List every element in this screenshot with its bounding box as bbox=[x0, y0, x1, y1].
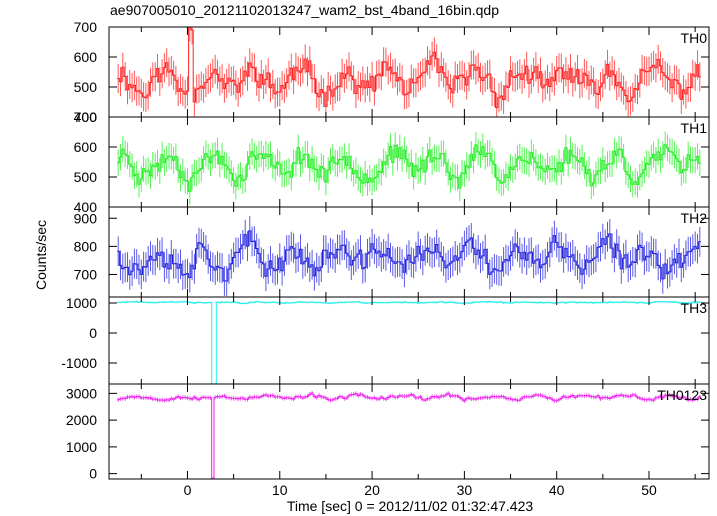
panel-th0123: 0 1000 2000 3000 TH0123 bbox=[66, 383, 710, 482]
series-th0123 bbox=[117, 390, 701, 479]
error-bars-th0 bbox=[117, 27, 701, 117]
panel-name-th0123: TH0123 bbox=[657, 387, 707, 403]
y-tick-label: 900 bbox=[74, 210, 98, 226]
panel-frame bbox=[108, 296, 710, 385]
panel-th2: 700 800 900 TH2 bbox=[74, 206, 710, 298]
y-tick-label: 600 bbox=[74, 139, 98, 155]
panel-th3: -1000 0 1000 TH3 bbox=[61, 295, 710, 385]
chart-title: ae907005010_20121102013247_wam2_bst_4ban… bbox=[110, 2, 499, 18]
y-axis-label: Counts/sec bbox=[33, 220, 49, 290]
error-bars-th1 bbox=[117, 131, 701, 205]
error-bars-th2 bbox=[117, 216, 701, 296]
x-tick-label: 30 bbox=[457, 482, 473, 498]
x-tick-label: 20 bbox=[364, 482, 380, 498]
series-line-th3 bbox=[117, 301, 701, 384]
panel-name-th0: TH0 bbox=[681, 30, 708, 46]
series-th1 bbox=[117, 131, 701, 205]
y-tick-label: 0 bbox=[89, 466, 97, 482]
series-line-th0123 bbox=[117, 392, 701, 479]
y-tick-label: -1000 bbox=[61, 355, 97, 371]
panel-name-th3: TH3 bbox=[681, 300, 708, 316]
y-tick-label: 400 bbox=[74, 109, 98, 125]
error-bars-th3 bbox=[117, 300, 701, 384]
series-line-th1 bbox=[117, 144, 701, 193]
x-axis-label: Time [sec] 0 = 2012/11/02 01:32:47.423 bbox=[287, 498, 534, 514]
y-tick-label: 800 bbox=[74, 238, 98, 254]
y-tick-label: 700 bbox=[74, 267, 98, 283]
panel-frame bbox=[108, 383, 710, 480]
y-tick-label: 600 bbox=[74, 49, 98, 65]
x-tick-label: 10 bbox=[272, 482, 288, 498]
y-tick-label: 400 bbox=[74, 199, 98, 215]
y-tick-label: 1000 bbox=[66, 439, 97, 455]
series-line-th2 bbox=[117, 230, 701, 282]
y-tick-label: 700 bbox=[74, 109, 98, 125]
x-tick-label: 50 bbox=[641, 482, 657, 498]
y-tick-label: 700 bbox=[74, 19, 98, 35]
y-tick-label: 0 bbox=[89, 325, 97, 341]
x-tick-label: 40 bbox=[549, 482, 565, 498]
panel-name-th1: TH1 bbox=[681, 120, 708, 136]
y-tick-label: 500 bbox=[74, 169, 98, 185]
series-th0 bbox=[117, 27, 701, 117]
panel-th1: 400 500 600 700 TH1 bbox=[74, 109, 710, 215]
y-tick-label: 2000 bbox=[66, 412, 97, 428]
panel-name-th2: TH2 bbox=[681, 210, 708, 226]
y-tick-label: 1000 bbox=[66, 295, 97, 311]
x-tick-label: 0 bbox=[184, 482, 192, 498]
series-th2 bbox=[117, 216, 701, 296]
y-tick-label: 500 bbox=[74, 79, 98, 95]
series-th3 bbox=[117, 300, 701, 384]
panel-th0: 400 500 600 700 TH0 bbox=[74, 19, 710, 125]
y-tick-label: 3000 bbox=[66, 385, 97, 401]
error-bars-th0123 bbox=[117, 390, 701, 479]
